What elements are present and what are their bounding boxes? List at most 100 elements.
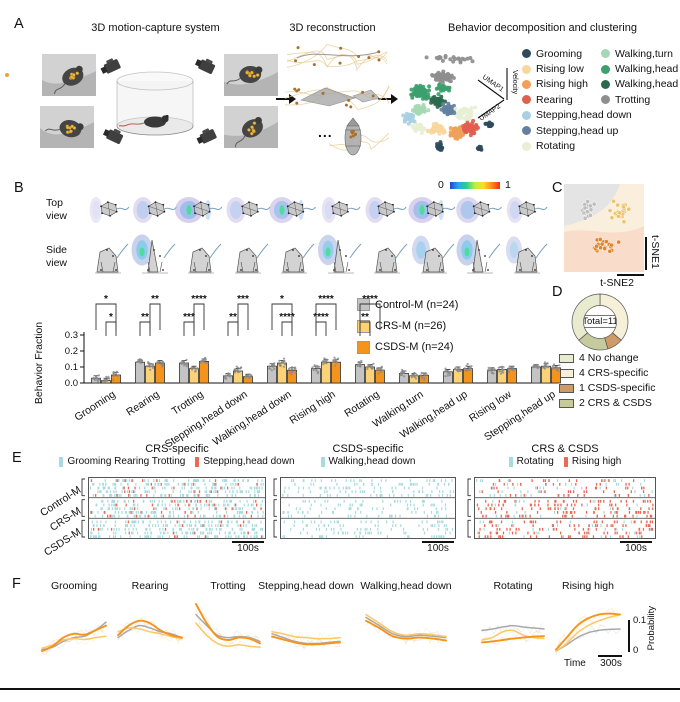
bar <box>189 368 199 384</box>
donut-legend: 4 No change 4 CRS-specific 1 CSDS-specific… <box>559 352 655 409</box>
colorbar-min: 0 <box>438 179 444 191</box>
probability-plot <box>271 626 341 650</box>
svg-text:Grooming: Grooming <box>72 388 117 423</box>
svg-text:0.0: 0.0 <box>65 378 78 389</box>
raster-timebar-2 <box>422 541 454 543</box>
panel-c-label: C <box>552 180 563 196</box>
donut-slice <box>599 293 629 341</box>
svg-text:****: **** <box>191 294 207 305</box>
donut-chart <box>571 293 629 351</box>
bar <box>267 365 277 384</box>
legend-label: Grooming Rearing Trotting <box>67 456 186 467</box>
svg-text:Rotating: Rotating <box>342 388 381 419</box>
bar <box>463 368 473 384</box>
arena-cylinder <box>116 71 194 136</box>
behavior-legend-item: Walking,turn <box>601 46 680 61</box>
pose-thumbnail-side <box>505 236 547 274</box>
legend-dot-icon <box>522 79 531 89</box>
pose-thumbnail-top <box>89 197 130 223</box>
legend-label: Grooming <box>536 47 583 60</box>
svg-text:****: **** <box>279 312 295 323</box>
behavior-legend-item: Rising low <box>522 61 632 76</box>
probability-plot-title: Stepping,head down <box>258 580 354 592</box>
raster-legend-crs: Grooming Rearing Trotting Stepping,head d… <box>59 456 295 467</box>
svg-text:****: **** <box>362 294 378 305</box>
probability-curve <box>365 619 447 642</box>
donut-slice <box>571 293 601 341</box>
probability-curve <box>195 613 261 643</box>
ellipsis: ... <box>318 124 333 140</box>
title-behavior-clustering: Behavior decomposition and clustering <box>448 22 637 34</box>
svg-text:*: * <box>104 294 108 305</box>
bar <box>375 369 385 384</box>
panel-a-label: A <box>14 16 24 32</box>
raster-timescale-1: 100s <box>237 543 259 554</box>
behavior-legend-item: Rearing <box>522 92 632 107</box>
donut-legend-item: 4 CRS-specific <box>559 367 655 379</box>
pose-thumbnail-side <box>317 234 361 274</box>
pose-thumbnail-top <box>226 197 270 223</box>
raster-timebar-1 <box>232 541 264 543</box>
raster-timescale-3: 100s <box>625 543 647 554</box>
bar <box>135 361 145 384</box>
probability-axis-label: Probability <box>646 606 657 651</box>
time-scalebar <box>598 655 622 657</box>
probability-plot-title: Rotating <box>493 580 533 592</box>
legend-dot-icon <box>522 95 531 105</box>
raster-legend-crs-csds: Rotating Rising high <box>465 456 665 467</box>
svg-text:Velocity: Velocity <box>511 70 518 95</box>
tsne2-scalebar <box>617 274 644 276</box>
behavior-legend-item: Stepping,head down <box>522 108 632 123</box>
probability-curve <box>481 629 545 641</box>
legend-label: CRS-M (n=26) <box>375 320 447 333</box>
pose-thumbnail-top <box>175 197 223 223</box>
significance-bracket <box>359 321 371 336</box>
raster-legend-entry: Grooming Rearing Trotting <box>59 456 185 467</box>
raster-legend-entry: Rotating <box>508 456 554 467</box>
prob-bottom-label: 0 <box>633 645 639 656</box>
stray-mark <box>5 73 9 77</box>
legend-dot-icon <box>522 64 531 74</box>
raster-legend-entry: Rising high <box>563 456 621 467</box>
behavior-legend-col1: Grooming Rising low Rising high Rearing Step… <box>522 46 632 154</box>
colorbar <box>450 182 500 189</box>
probability-curve <box>365 613 447 638</box>
svg-text:Stepping,head down: Stepping,head down <box>163 388 250 450</box>
camera-view-thumbnail <box>224 106 278 148</box>
legend-dot-icon <box>522 141 531 151</box>
legend-dot-icon <box>601 49 610 59</box>
svg-text:0.2: 0.2 <box>65 346 78 357</box>
donut-legend-item: 1 CSDS-specific <box>559 382 655 394</box>
significance-bracket <box>271 303 293 330</box>
legend-swatch-icon <box>357 340 370 354</box>
raster-legend-entry: Stepping,head down <box>195 456 295 467</box>
legend-label: Rotating <box>516 456 554 467</box>
pose-thumbnail-top <box>321 197 361 223</box>
legend-dot-icon <box>601 64 610 74</box>
pose-thumbnail-side <box>281 243 315 274</box>
legend-dot-icon <box>601 79 610 89</box>
probability-curve <box>117 627 183 640</box>
pose-thumbnail-top <box>506 197 548 223</box>
pose-thumbnail-side <box>411 235 454 274</box>
significance-bracket <box>281 321 293 336</box>
tsne1-scalebar <box>645 237 647 270</box>
probability-curve <box>555 628 621 652</box>
ethogram-raster <box>273 477 456 539</box>
camera-icon <box>194 58 216 74</box>
probability-plot-title: Rearing <box>131 580 169 592</box>
significance-bracket <box>183 321 195 336</box>
panel-b-label: B <box>14 180 24 196</box>
behavior-legend-item: Stepping,head up <box>522 123 632 138</box>
behavior-legend-col2: Walking,turn Walking,head down Walking,hea… <box>601 46 680 108</box>
camera-view-thumbnail <box>40 106 94 148</box>
svg-text:0.3: 0.3 <box>65 330 78 341</box>
pose-thumbnail-top <box>269 197 316 223</box>
legend-label: Trotting <box>615 93 651 106</box>
bar <box>199 361 209 384</box>
pose-thumbnail-top <box>132 197 177 223</box>
legend-label: Walking,head down <box>615 63 680 76</box>
svg-text:Trotting: Trotting <box>170 388 206 417</box>
donut-legend-item: 2 CRS & CSDS <box>559 397 655 409</box>
